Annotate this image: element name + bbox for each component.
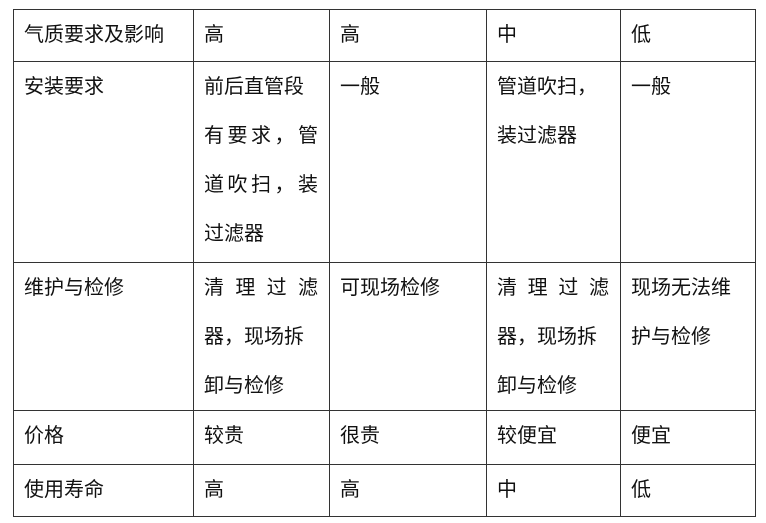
cell-text-line: 现场无法维 — [631, 275, 731, 299]
row-header-cell: 气质要求及影响 — [13, 9, 194, 62]
row-header-cell: 价格 — [13, 410, 194, 465]
table-cell: 很贵 — [329, 410, 487, 465]
table-cell: 高 — [329, 9, 487, 62]
row-header-cell: 安装要求 — [13, 61, 194, 263]
cell-text-line: 较贵 — [204, 423, 244, 447]
comparison-table: 气质要求及影响高高中低安装要求 前后直管段 有要求，管 道吹扫，装 过滤器 一般 管道吹扫，… — [13, 9, 756, 517]
table-row: 安装要求 前后直管段 有要求，管 道吹扫，装 过滤器 一般 管道吹扫， 装过滤器 一般 — [13, 61, 756, 263]
table-cell: 前后直管段有要求，管道吹扫，装过滤器 — [193, 61, 330, 263]
table-row: 气质要求及影响 高 高 中 低 — [13, 9, 756, 62]
cell-text-line: 维护与检修 — [24, 275, 124, 299]
cell-text-line: 中 — [497, 477, 517, 501]
table-row: 使用寿命 高 高 中 低 — [13, 464, 756, 517]
cell-text-line: 高 — [340, 22, 360, 46]
cell-text-line: 装过滤器 — [497, 123, 577, 147]
cell-text-line: 一般 — [631, 74, 671, 98]
cell-text-line: 过滤器 — [204, 221, 264, 245]
cell-text-line: 卸与检修 — [204, 373, 284, 397]
table-cell: 现场无法维 护与检修 — [620, 262, 756, 411]
row-header-cell: 维护与检修 — [13, 262, 194, 411]
table-cell: 较便宜 — [486, 410, 621, 465]
table-cell: 高 — [193, 9, 330, 62]
table-cell: 高 — [329, 464, 487, 517]
cell-text-line: 器，现场拆 — [497, 324, 597, 348]
table-row: 价格 较贵 很贵 较便宜 便宜 — [13, 410, 756, 465]
table-cell: 高 — [193, 464, 330, 517]
cell-text-line: 前后直管段 — [204, 74, 304, 98]
cell-text-line: 安装要求 — [24, 74, 104, 98]
cell-text-line: 气质要求及影响 — [24, 22, 164, 46]
cell-text-line: 护与检修 — [631, 324, 711, 348]
cell-text-line: 使用寿命 — [24, 477, 104, 501]
table-cell: 一般 — [329, 61, 487, 263]
cell-text-line: 可现场检修 — [340, 275, 440, 299]
cell-text-line: 高 — [204, 477, 224, 501]
table-cell: 较贵 — [193, 410, 330, 465]
table-cell: 一般 — [620, 61, 756, 263]
cell-text-line: 低 — [631, 22, 651, 46]
table-cell: 低 — [620, 9, 756, 62]
table-cell: 便宜 — [620, 410, 756, 465]
cell-text-line: 有要求，管 — [204, 123, 318, 147]
cell-text-line: 清理过滤 — [204, 275, 318, 299]
cell-text-line: 很贵 — [340, 423, 380, 447]
table-cell: 中 — [486, 9, 621, 62]
row-header-cell: 使用寿命 — [13, 464, 194, 517]
cell-text-line: 器，现场拆 — [204, 324, 304, 348]
cell-text-line: 高 — [204, 22, 224, 46]
table-cell: 清理过滤器，现场拆卸与检修 — [193, 262, 330, 411]
cell-text-line: 中 — [497, 22, 517, 46]
table-cell: 清理过滤器，现场拆卸与检修 — [486, 262, 621, 411]
cell-text-line: 便宜 — [631, 423, 671, 447]
table-cell: 中 — [486, 464, 621, 517]
cell-text-line: 管道吹扫， — [497, 74, 597, 98]
cell-text-line: 卸与检修 — [497, 373, 577, 397]
cell-text-line: 低 — [631, 477, 651, 501]
cell-text-line: 清理过滤 — [497, 275, 609, 299]
cell-text-line: 一般 — [340, 74, 380, 98]
cell-text-line: 道吹扫，装 — [204, 172, 318, 196]
table-cell: 低 — [620, 464, 756, 517]
cell-text-line: 较便宜 — [497, 423, 557, 447]
table-cell: 可现场检修 — [329, 262, 487, 411]
table-cell: 管道吹扫， 装过滤器 — [486, 61, 621, 263]
cell-text-line: 价格 — [24, 423, 64, 447]
cell-text-line: 高 — [340, 477, 360, 501]
table-row: 维护与检修 清理过滤 器，现场拆 卸与检修 可现场检修 清理过滤 器，现场拆 卸与检修 现场无法… — [13, 262, 756, 411]
